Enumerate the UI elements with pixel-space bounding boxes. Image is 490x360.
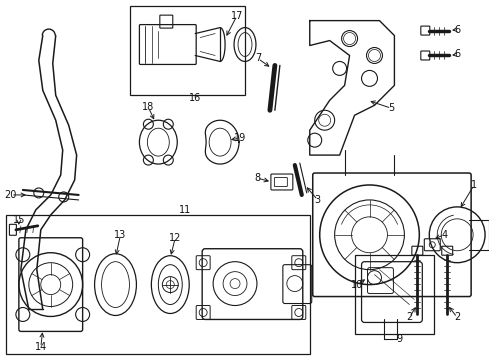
- Text: 15: 15: [13, 215, 25, 225]
- Text: 13: 13: [114, 230, 126, 240]
- Text: 8: 8: [254, 173, 260, 183]
- Text: 16: 16: [189, 93, 201, 103]
- Text: 12: 12: [169, 233, 181, 243]
- Text: 6: 6: [454, 24, 460, 35]
- Text: 7: 7: [255, 54, 261, 63]
- Text: 2: 2: [454, 312, 460, 323]
- Text: 18: 18: [142, 102, 154, 112]
- Text: 20: 20: [5, 190, 17, 200]
- Text: 2: 2: [406, 312, 413, 323]
- Bar: [130, 6, 245, 95]
- Bar: [355, 255, 434, 334]
- Text: 4: 4: [441, 230, 447, 240]
- Text: 5: 5: [388, 103, 394, 113]
- Bar: [6, 215, 310, 354]
- Text: 14: 14: [35, 342, 47, 352]
- Text: 19: 19: [234, 133, 246, 143]
- Text: 9: 9: [396, 334, 402, 345]
- Text: 3: 3: [315, 195, 321, 205]
- Text: 10: 10: [351, 280, 364, 289]
- Text: 1: 1: [471, 180, 477, 190]
- Text: 11: 11: [179, 205, 192, 215]
- Text: 6: 6: [454, 49, 460, 59]
- Text: 17: 17: [231, 11, 243, 21]
